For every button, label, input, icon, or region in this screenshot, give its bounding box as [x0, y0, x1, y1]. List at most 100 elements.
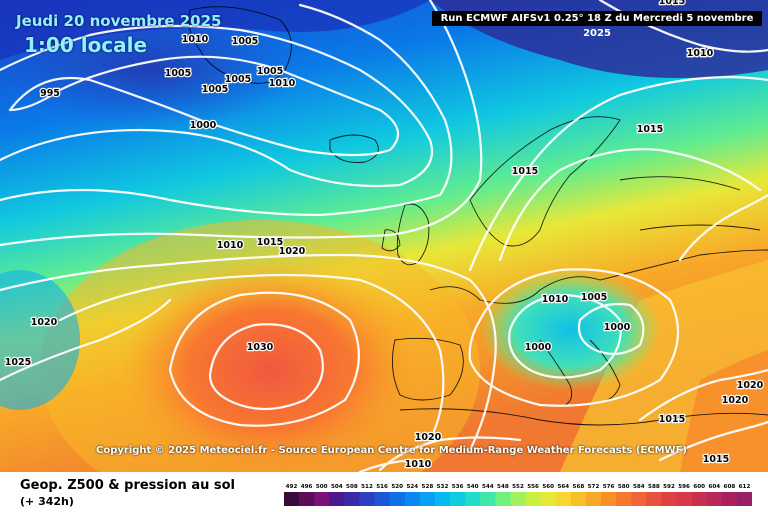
isobar-label: 995: [40, 88, 60, 99]
isobar-label: 1015: [703, 454, 729, 465]
isobar-label: 1005: [225, 74, 251, 85]
legend-swatch: [404, 492, 421, 506]
legend-swatch: [510, 492, 526, 506]
legend-swatch: [389, 492, 406, 506]
isobar-label: 1010: [269, 78, 296, 89]
isobar-label: 1015: [659, 0, 685, 7]
legend-swatch: [465, 492, 481, 506]
legend-swatch: [540, 492, 556, 506]
legend-value: 544: [482, 484, 494, 490]
legend-value: 536: [452, 484, 464, 490]
isobar-label: 1015: [257, 237, 283, 248]
legend-swatch: [374, 492, 390, 506]
legend-value: 560: [542, 484, 554, 490]
legend-swatch: [555, 492, 572, 506]
isobar-label: 1000: [190, 120, 217, 131]
legend-swatch: [359, 492, 375, 506]
legend-swatch: [661, 492, 677, 506]
isobar-label: 1010: [687, 48, 714, 59]
legend-swatch: [495, 492, 511, 506]
legend-value: 508: [346, 484, 358, 490]
legend-value: 524: [406, 484, 418, 490]
isobar-label: 1010: [687, 48, 714, 59]
legend-value: 532: [437, 484, 449, 490]
legend-value: 548: [497, 484, 509, 490]
legend-value: 588: [648, 484, 660, 490]
legend-value: 552: [512, 484, 524, 490]
legend-swatch: [736, 492, 752, 506]
isobar-label: 1005: [581, 292, 607, 303]
legend-swatch: [480, 492, 496, 506]
isobar-label: 1010: [405, 459, 432, 470]
run-info: Run ECMWF AIFSv1 0.25° 18 Z du Mercredi …: [432, 11, 762, 39]
legend-value: 556: [527, 484, 539, 490]
legend-value: 568: [573, 484, 585, 490]
legend-value: 584: [633, 484, 645, 490]
legend-value: 612: [739, 484, 751, 490]
isobar-label: 1030: [247, 342, 274, 353]
local-time: 1:00 locale: [24, 33, 148, 57]
legend-swatch: [676, 492, 692, 506]
map-title: Geop. Z500 & pression au sol: [20, 478, 235, 493]
legend-value: 572: [588, 484, 600, 490]
legend-swatch: [601, 492, 617, 506]
isobar-label: 1010: [217, 240, 244, 251]
forecast-date: Jeudi 20 novembre 2025: [16, 12, 222, 30]
isobar-label: 1020: [722, 395, 749, 406]
legend-value: 600: [693, 484, 705, 490]
isobar-label: 1005: [257, 66, 283, 77]
copyright-notice: Copyright © 2025 Meteociel.fr - Source E…: [96, 445, 687, 456]
legend-swatch: [450, 492, 466, 506]
legend-swatch: [314, 492, 330, 506]
isobar-label: 1020: [737, 380, 764, 391]
legend-swatch: [435, 492, 451, 506]
legend-swatch: [646, 492, 662, 506]
forecast-lead-time: (+ 342h): [20, 495, 74, 508]
legend-value: 540: [467, 484, 479, 490]
legend-value: 564: [557, 484, 569, 490]
isobar-label: 1025: [5, 357, 31, 368]
legend-swatch: [706, 492, 723, 506]
legend-swatch: [299, 492, 315, 506]
legend-value: 492: [286, 484, 298, 490]
legend-value: 576: [603, 484, 615, 490]
legend-swatch: [525, 492, 541, 506]
legend-swatch: [570, 492, 587, 506]
legend-swatch: [616, 492, 632, 506]
legend-value: 520: [391, 484, 403, 490]
isobar-label: 1015: [659, 414, 685, 425]
legend-value: 504: [331, 484, 343, 490]
legend-value: 580: [618, 484, 630, 490]
legend-swatch: [721, 492, 738, 506]
legend-value: 500: [316, 484, 328, 490]
isobar-label: 1000: [525, 342, 552, 353]
legend-value: 592: [663, 484, 675, 490]
legend-swatch: [344, 492, 360, 506]
color-legend: 492 496 500 504 508 512 516 520 524 528 532 536 540 5…: [284, 484, 752, 506]
legend-swatch: [585, 492, 602, 506]
legend-value: 604: [708, 484, 720, 490]
legend-swatch: [631, 492, 647, 506]
isobar-label: 1020: [279, 246, 306, 257]
isobar-label: 1020: [415, 432, 442, 443]
isobar-label: 1020: [31, 317, 58, 328]
isobar-label: 1005: [202, 84, 228, 95]
isobar-label: 1010: [182, 34, 209, 45]
legend-swatch: [419, 492, 436, 506]
legend-swatch: [691, 492, 707, 506]
legend-value: 516: [376, 484, 388, 490]
isobar-label: 1005: [232, 36, 258, 47]
isobar-label: 1005: [165, 68, 191, 79]
legend-swatch: [329, 492, 345, 506]
legend-value: 608: [724, 484, 736, 490]
isobar-label: 1010: [542, 294, 569, 305]
legend-value: 596: [678, 484, 690, 490]
isobar-label: 1015: [512, 166, 538, 177]
legend-value: 512: [361, 484, 373, 490]
legend-value: 496: [301, 484, 313, 490]
isobar-label: 1015: [637, 124, 663, 135]
legend-value: 528: [422, 484, 434, 490]
legend-swatch: [284, 492, 300, 506]
isobar-label: 1015: [637, 124, 663, 135]
